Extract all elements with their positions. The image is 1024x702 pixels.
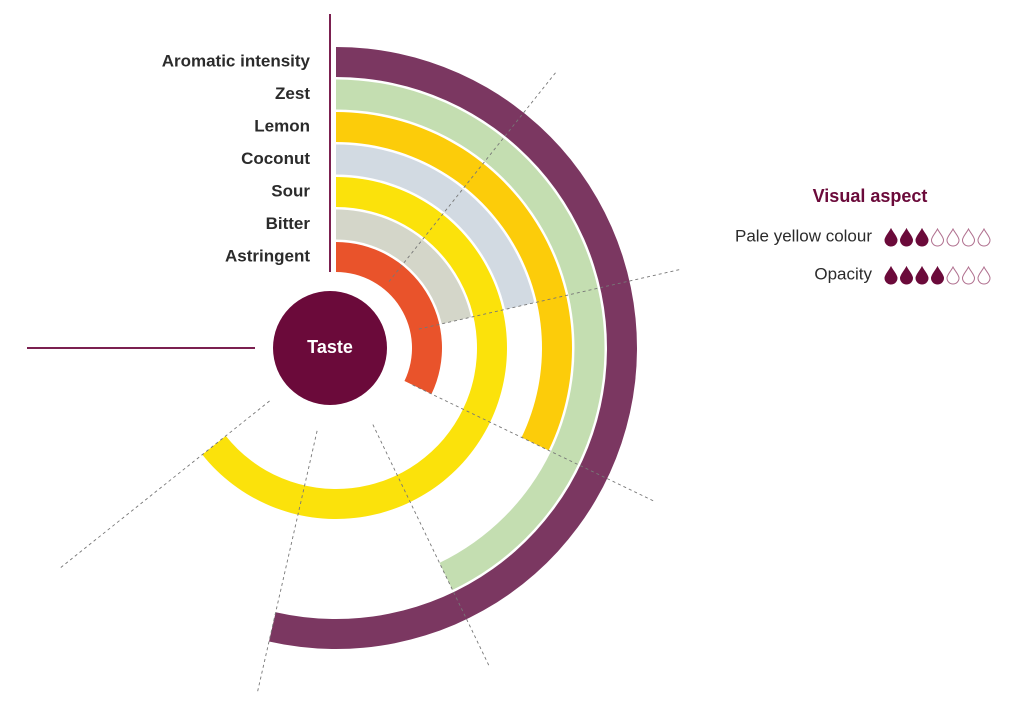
- rating-drop: [961, 265, 976, 285]
- grid-line: [372, 424, 491, 669]
- rating-drop: [899, 227, 914, 247]
- grid-line: [58, 400, 270, 570]
- category-label: Coconut: [241, 149, 310, 168]
- visual-aspect-title: Visual aspect: [813, 186, 928, 206]
- category-label: Sour: [271, 181, 310, 200]
- rating-drop: [961, 227, 976, 247]
- grid-line: [412, 384, 657, 503]
- rating-drop: [884, 227, 898, 247]
- category-label: Lemon: [254, 116, 310, 135]
- labels: Aromatic intensity Zest Lemon Coconut Sour Bi…: [162, 51, 311, 265]
- radial-bar: [336, 209, 472, 324]
- center-circle: [273, 291, 387, 405]
- rating-drop: [915, 227, 929, 247]
- rating-drop: [946, 265, 960, 285]
- visual-aspect-label: Opacity: [814, 264, 872, 283]
- center-label: Taste: [307, 337, 353, 357]
- rating-drop: [930, 265, 945, 285]
- radial-bar: [336, 79, 605, 590]
- category-label: Aromatic intensity: [162, 51, 311, 70]
- rating-drop: [930, 227, 945, 247]
- visual-aspect-label: Pale yellow colour: [735, 226, 872, 245]
- radial-bar: [336, 112, 572, 451]
- category-label: Zest: [275, 84, 310, 103]
- rating-drop: [915, 265, 929, 285]
- grid-line: [388, 70, 558, 282]
- rating-drop: [946, 227, 960, 247]
- radial-bar: [336, 242, 442, 394]
- radial-bar: [336, 144, 535, 310]
- grid-line: [256, 430, 318, 695]
- bars: [202, 47, 638, 649]
- grid-line: [418, 268, 683, 330]
- visual-aspect: Pale yellow colour Opacity: [735, 226, 991, 285]
- grid: [58, 70, 683, 695]
- rating-drop: [977, 265, 991, 285]
- rating-drop: [884, 265, 898, 285]
- category-label: Astringent: [225, 246, 310, 265]
- rating-drop: [977, 227, 991, 247]
- category-label: Bitter: [266, 214, 311, 233]
- rating-drop: [899, 265, 914, 285]
